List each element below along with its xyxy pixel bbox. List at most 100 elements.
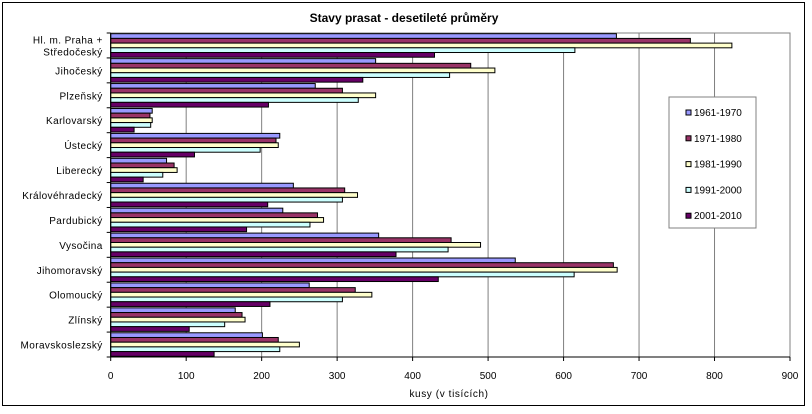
bar-1981-1990	[110, 217, 325, 223]
bar-1971-1980	[110, 137, 277, 144]
y-tick-label: Jihomoravský	[37, 266, 103, 277]
bar-1961-1970	[110, 257, 516, 264]
bar-2001-2010	[110, 151, 195, 158]
bar-1981-1990	[110, 167, 178, 173]
bar-1961-1970	[110, 282, 310, 289]
bar-2001-2010	[110, 351, 215, 357]
bar-1971-1980	[110, 37, 691, 44]
x-tick-label: 600	[555, 371, 572, 382]
bar-1971-1980	[110, 212, 319, 219]
bar-1961-1970	[110, 33, 617, 39]
bar-1981-1990	[110, 241, 482, 248]
x-tick-label: 400	[404, 371, 421, 382]
bar-1981-1990	[110, 117, 153, 124]
bar-1961-1970	[110, 157, 168, 164]
y-tick-label: Zlínský	[68, 316, 102, 327]
legend-label: 1961-1970	[694, 108, 742, 119]
x-tick-label: 0	[108, 371, 114, 382]
bar-1991-2000	[110, 321, 226, 328]
bar-2001-2010	[110, 226, 248, 233]
bar-1991-2000	[110, 271, 575, 278]
bar-1981-1990	[110, 291, 373, 298]
x-tick-label: 500	[480, 371, 497, 382]
bar-1991-2000	[110, 147, 261, 153]
bar-1991-2000	[110, 296, 343, 303]
bar-1981-1990	[110, 42, 733, 49]
bar-1981-1990	[110, 266, 618, 273]
bar-1981-1990	[110, 192, 359, 198]
chart-title: Stavy prasat - desetileté průměry	[310, 11, 499, 25]
bar-1991-2000	[110, 196, 343, 203]
x-tick-label: 100	[178, 371, 195, 382]
bar-2001-2010	[110, 101, 269, 108]
legend-swatch	[685, 186, 692, 193]
bar-1971-1980	[110, 312, 243, 318]
bar-1991-2000	[110, 72, 451, 78]
y-tick-label: Pardubický	[49, 216, 102, 227]
bar-1971-1980	[110, 237, 452, 243]
bar-2001-2010	[110, 76, 364, 83]
bar-1981-1990	[110, 341, 300, 348]
legend-label: 1991-2000	[694, 185, 742, 196]
bar-1961-1970	[110, 132, 281, 139]
x-tick-label: 800	[706, 371, 723, 382]
bar-1961-1970	[110, 332, 263, 338]
bar-1971-1980	[110, 112, 151, 119]
bar-1971-1980	[110, 187, 346, 194]
legend-label: 1971-1980	[694, 134, 742, 145]
bar-1991-2000	[110, 221, 311, 228]
legend-swatch	[685, 161, 692, 168]
bar-2001-2010	[110, 126, 135, 133]
bar-1981-1990	[110, 316, 246, 323]
y-tick-label: Moravskoslezský	[21, 341, 103, 352]
bar-1961-1970	[110, 182, 294, 189]
bar-1961-1970	[110, 307, 236, 314]
x-tick-label: 900	[782, 371, 799, 382]
bar-1971-1980	[110, 287, 356, 293]
bar-1981-1990	[110, 92, 377, 99]
y-tick-label: Vysočina	[59, 241, 102, 252]
bar-1991-2000	[110, 122, 152, 128]
y-tick-label: Královéhradecký	[22, 191, 102, 202]
x-tick-label: 200	[253, 371, 270, 382]
y-tick-label: Středočeský	[43, 47, 102, 58]
bar-1971-1980	[110, 87, 343, 94]
bar-2001-2010	[110, 326, 190, 332]
y-tick-label: Jihočeský	[55, 66, 103, 77]
legend-swatch	[685, 135, 692, 142]
bar-1961-1970	[110, 232, 380, 239]
bar-1991-2000	[110, 97, 359, 103]
legend-swatch	[685, 212, 692, 219]
bar-1991-2000	[110, 346, 281, 353]
chart-frame	[2, 2, 805, 406]
x-axis-label: kusy (v tisících)	[409, 389, 488, 400]
bar-2001-2010	[110, 201, 269, 208]
bar-1991-2000	[110, 47, 576, 54]
x-tick-label: 700	[631, 371, 648, 382]
bar-2001-2010	[110, 251, 397, 258]
y-tick-label: Olomoucký	[49, 291, 103, 302]
bar-1991-2000	[110, 171, 164, 178]
bar-1961-1970	[110, 58, 377, 64]
bar-1981-1990	[110, 142, 279, 149]
y-tick-label: Karlovarský	[46, 116, 103, 127]
legend-swatch	[685, 109, 692, 116]
legend-label: 2001-2010	[694, 211, 742, 222]
bar-2001-2010	[110, 176, 144, 183]
legend-box	[668, 96, 757, 229]
bar-1961-1970	[110, 83, 316, 89]
y-tick-label: Plzeňský	[59, 91, 102, 102]
bar-1961-1970	[110, 107, 153, 114]
bar-1981-1990	[110, 67, 496, 74]
bar-2001-2010	[110, 52, 435, 58]
y-tick-label: Hl. m. Praha +	[33, 35, 103, 46]
bar-1991-2000	[110, 246, 449, 253]
legend-label: 1981-1990	[694, 160, 742, 171]
bar-2001-2010	[110, 301, 271, 307]
bar-1971-1980	[110, 62, 472, 69]
bar-1971-1980	[110, 162, 175, 169]
bar-2001-2010	[110, 276, 439, 283]
y-tick-label: Liberecký	[56, 166, 102, 177]
bar-1971-1980	[110, 336, 279, 343]
